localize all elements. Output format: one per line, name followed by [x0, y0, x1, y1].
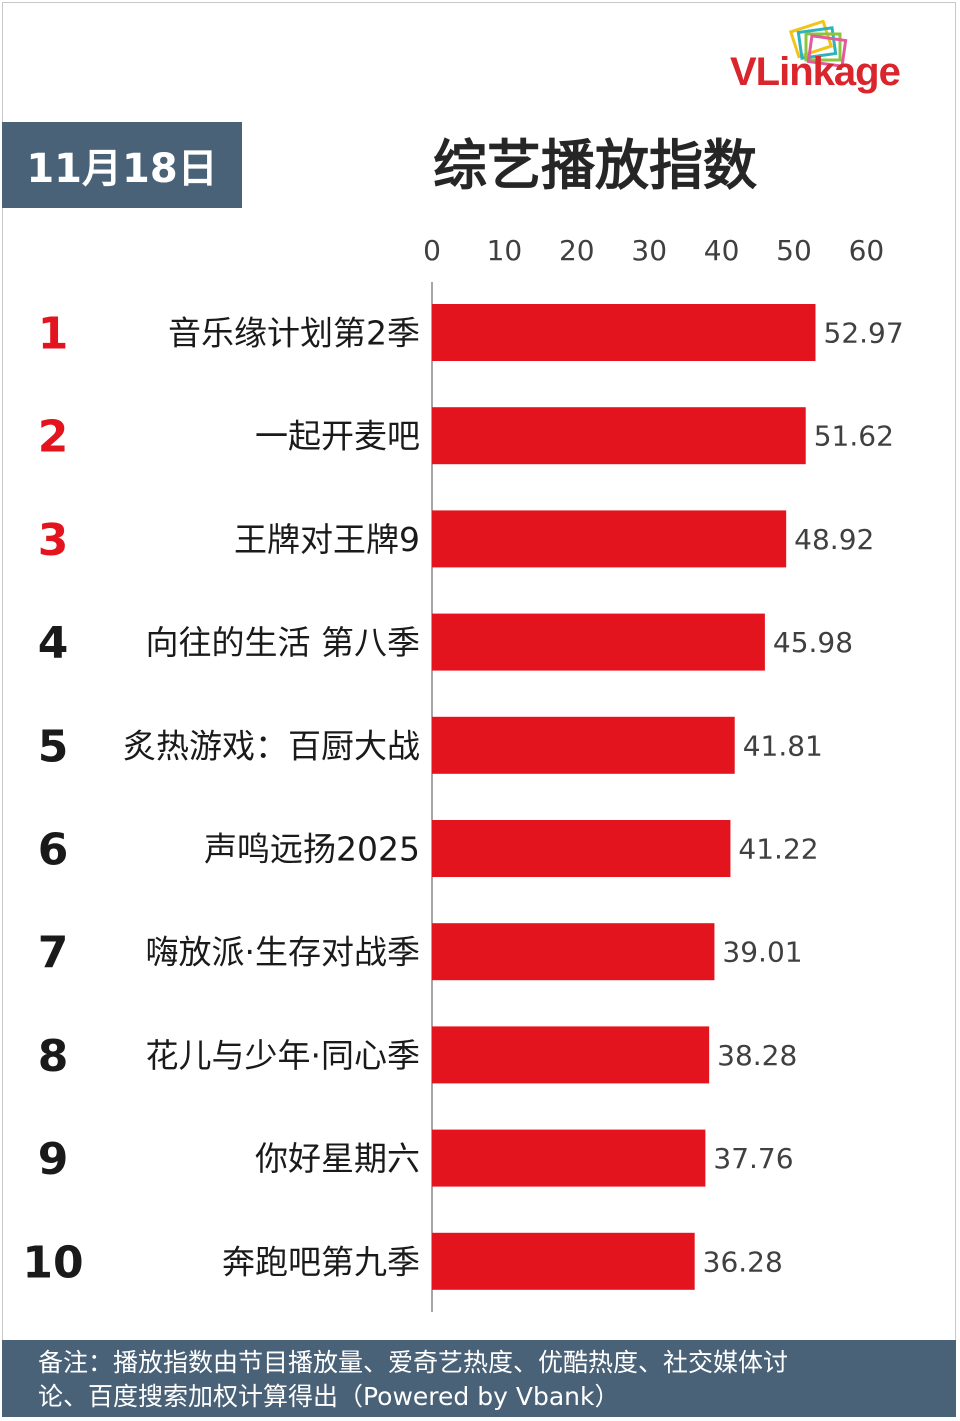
category-label: 花儿与少年·同心季 — [146, 1036, 421, 1075]
bar-value-label: 41.81 — [743, 729, 823, 762]
bar-value-label: 37.76 — [713, 1142, 793, 1175]
rank-number: 3 — [38, 515, 69, 566]
date-badge: 11月18日 — [2, 122, 242, 208]
category-label: 一起开麦吧 — [255, 417, 420, 456]
bar-value-label: 48.92 — [794, 523, 874, 556]
category-label: 向往的生活 第八季 — [146, 623, 421, 662]
x-tick-label: 20 — [559, 234, 595, 267]
category-label: 王牌对王牌9 — [234, 520, 420, 559]
bar — [432, 613, 765, 671]
x-tick-label: 0 — [423, 234, 441, 267]
category-label: 奔跑吧第九季 — [222, 1242, 420, 1281]
rank-number: 7 — [38, 928, 69, 979]
bar-value-label: 51.62 — [814, 420, 894, 453]
footer-note: 备注：播放指数由节目播放量、爱奇艺热度、优酷热度、社交媒体讨 论、百度搜索加权计… — [2, 1340, 956, 1417]
category-label: 声鸣远扬2025 — [204, 830, 420, 869]
category-label: 炙热游戏：百厨大战 — [123, 726, 420, 765]
footer-line-1: 备注：播放指数由节目播放量、爱奇艺热度、优酷热度、社交媒体讨 — [38, 1348, 789, 1377]
rank-number: 2 — [38, 412, 69, 463]
rank-number: 8 — [38, 1031, 69, 1082]
bar-value-label: 41.22 — [738, 833, 818, 866]
bar-value-label: 38.28 — [717, 1039, 797, 1072]
rank-number: 4 — [38, 618, 69, 669]
category-label: 音乐缘计划第2季 — [168, 314, 420, 353]
x-tick-label: 60 — [849, 234, 885, 267]
logo-text: VLinkage — [730, 50, 901, 94]
category-label: 嗨放派·生存对战季 — [146, 933, 421, 972]
bar — [432, 1026, 710, 1084]
bar-value-label: 52.97 — [824, 317, 904, 350]
bar-value-label: 45.98 — [773, 626, 853, 659]
bar — [432, 1129, 706, 1187]
bar-value-label: 36.28 — [703, 1245, 783, 1278]
bar — [432, 820, 731, 877]
logo-cards-icon — [788, 20, 848, 68]
footer-line-2: 论、百度搜索加权计算得出（Powered by Vbank） — [38, 1382, 620, 1411]
x-tick-label: 50 — [776, 234, 812, 267]
x-tick-label: 30 — [631, 234, 667, 267]
bar — [432, 510, 787, 568]
rank-number: 6 — [38, 825, 69, 876]
bar-chart: 0 10 20 30 40 50 6052.97音乐缘计划第2季151.62一起开麦吧248… — [22, 234, 904, 1312]
rank-number: 10 — [22, 1237, 83, 1288]
bar — [432, 716, 735, 774]
rank-number: 1 — [38, 309, 69, 360]
rank-number: 9 — [38, 1134, 69, 1185]
chart-title: 综艺播放指数 — [433, 134, 757, 197]
rank-number: 5 — [38, 721, 69, 772]
vlinkage-logo: VLinkage — [730, 20, 956, 102]
x-tick-label: 10 — [487, 234, 523, 267]
bar-value-label: 39.01 — [722, 936, 802, 969]
bar — [432, 923, 715, 981]
x-tick-label: 40 — [704, 234, 740, 267]
bar — [432, 1232, 695, 1290]
bar — [432, 407, 806, 465]
bar — [432, 304, 816, 361]
category-label: 你好星期六 — [255, 1139, 420, 1178]
